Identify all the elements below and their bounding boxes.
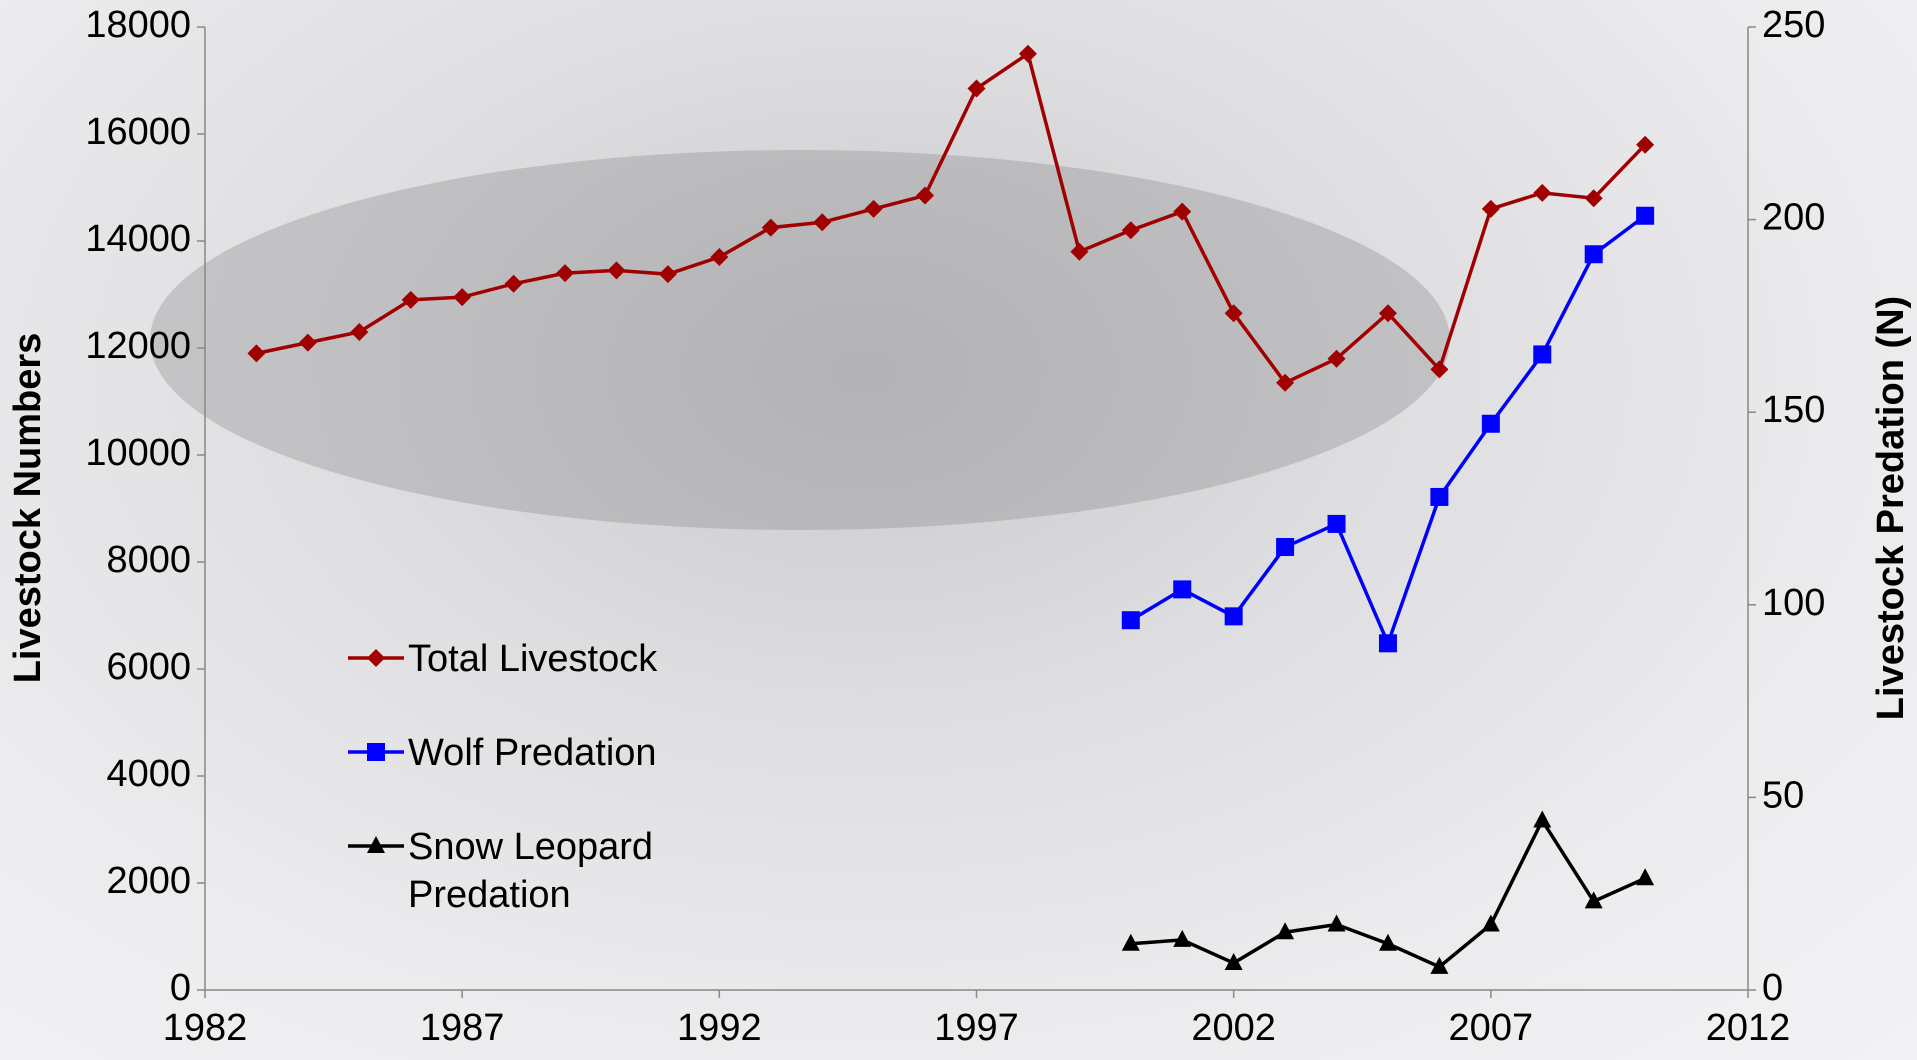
marker (1585, 245, 1603, 263)
y-tick-label: 18000 (85, 4, 191, 46)
y2-axis-title: Livestock Predation (N) (1870, 296, 1912, 720)
x-tick-label: 2012 (1706, 1007, 1791, 1049)
legend-item: Snow Leopard Predation (340, 818, 760, 912)
legend-item: Total Livestock (340, 630, 760, 724)
x-tick-label: 2007 (1449, 1007, 1534, 1049)
marker (1533, 345, 1551, 363)
x-tick-label: 1982 (163, 1007, 248, 1049)
legend-swatch (340, 724, 406, 780)
legend-label: Wolf Predation (408, 729, 728, 777)
marker (1173, 580, 1191, 598)
y-tick-label: 16000 (85, 111, 191, 153)
x-tick-label: 1992 (677, 1007, 762, 1049)
marker (367, 649, 385, 667)
marker (1328, 515, 1346, 533)
x-tick-label: 1987 (420, 1007, 505, 1049)
marker (1482, 200, 1500, 218)
marker (1533, 811, 1551, 828)
marker (1379, 634, 1397, 652)
legend-swatch (340, 818, 406, 874)
legend: Total Livestock Wolf Predation Snow Leopar… (340, 630, 760, 912)
y2-tick-label: 250 (1762, 4, 1825, 46)
marker (1482, 415, 1500, 433)
y2-tick-label: 200 (1762, 197, 1825, 239)
marker (1173, 930, 1191, 947)
y2-tick-label: 0 (1762, 967, 1783, 1009)
y-tick-label: 4000 (106, 753, 191, 795)
y-tick-label: 6000 (106, 646, 191, 688)
y-tick-label: 8000 (106, 539, 191, 581)
marker (1636, 207, 1654, 225)
chart: Livestock Numbers Livestock Predation (N… (0, 0, 1917, 1060)
legend-label: Total Livestock (408, 635, 728, 683)
marker (1328, 915, 1346, 932)
marker (1533, 184, 1551, 202)
y2-tick-label: 100 (1762, 582, 1825, 624)
y-tick-label: 10000 (85, 432, 191, 474)
page: Livestock Numbers Livestock Predation (N… (0, 0, 1917, 1060)
marker (1276, 538, 1294, 556)
legend-item: Wolf Predation (340, 724, 760, 818)
y-tick-label: 2000 (106, 860, 191, 902)
y-tick-label: 12000 (85, 325, 191, 367)
x-tick-label: 1997 (934, 1007, 1019, 1049)
y-tick-label: 14000 (85, 218, 191, 260)
y-tick-label: 0 (170, 967, 191, 1009)
marker (367, 743, 385, 761)
marker (1482, 915, 1500, 932)
marker (1636, 868, 1654, 885)
marker (1430, 488, 1448, 506)
y2-tick-label: 150 (1762, 389, 1825, 431)
marker (1122, 611, 1140, 629)
y-axis-title: Livestock Numbers (7, 333, 49, 684)
legend-label: Snow Leopard Predation (408, 823, 728, 919)
y2-tick-label: 50 (1762, 774, 1804, 816)
marker (1225, 607, 1243, 625)
x-tick-label: 2002 (1191, 1007, 1276, 1049)
legend-swatch (340, 630, 406, 686)
